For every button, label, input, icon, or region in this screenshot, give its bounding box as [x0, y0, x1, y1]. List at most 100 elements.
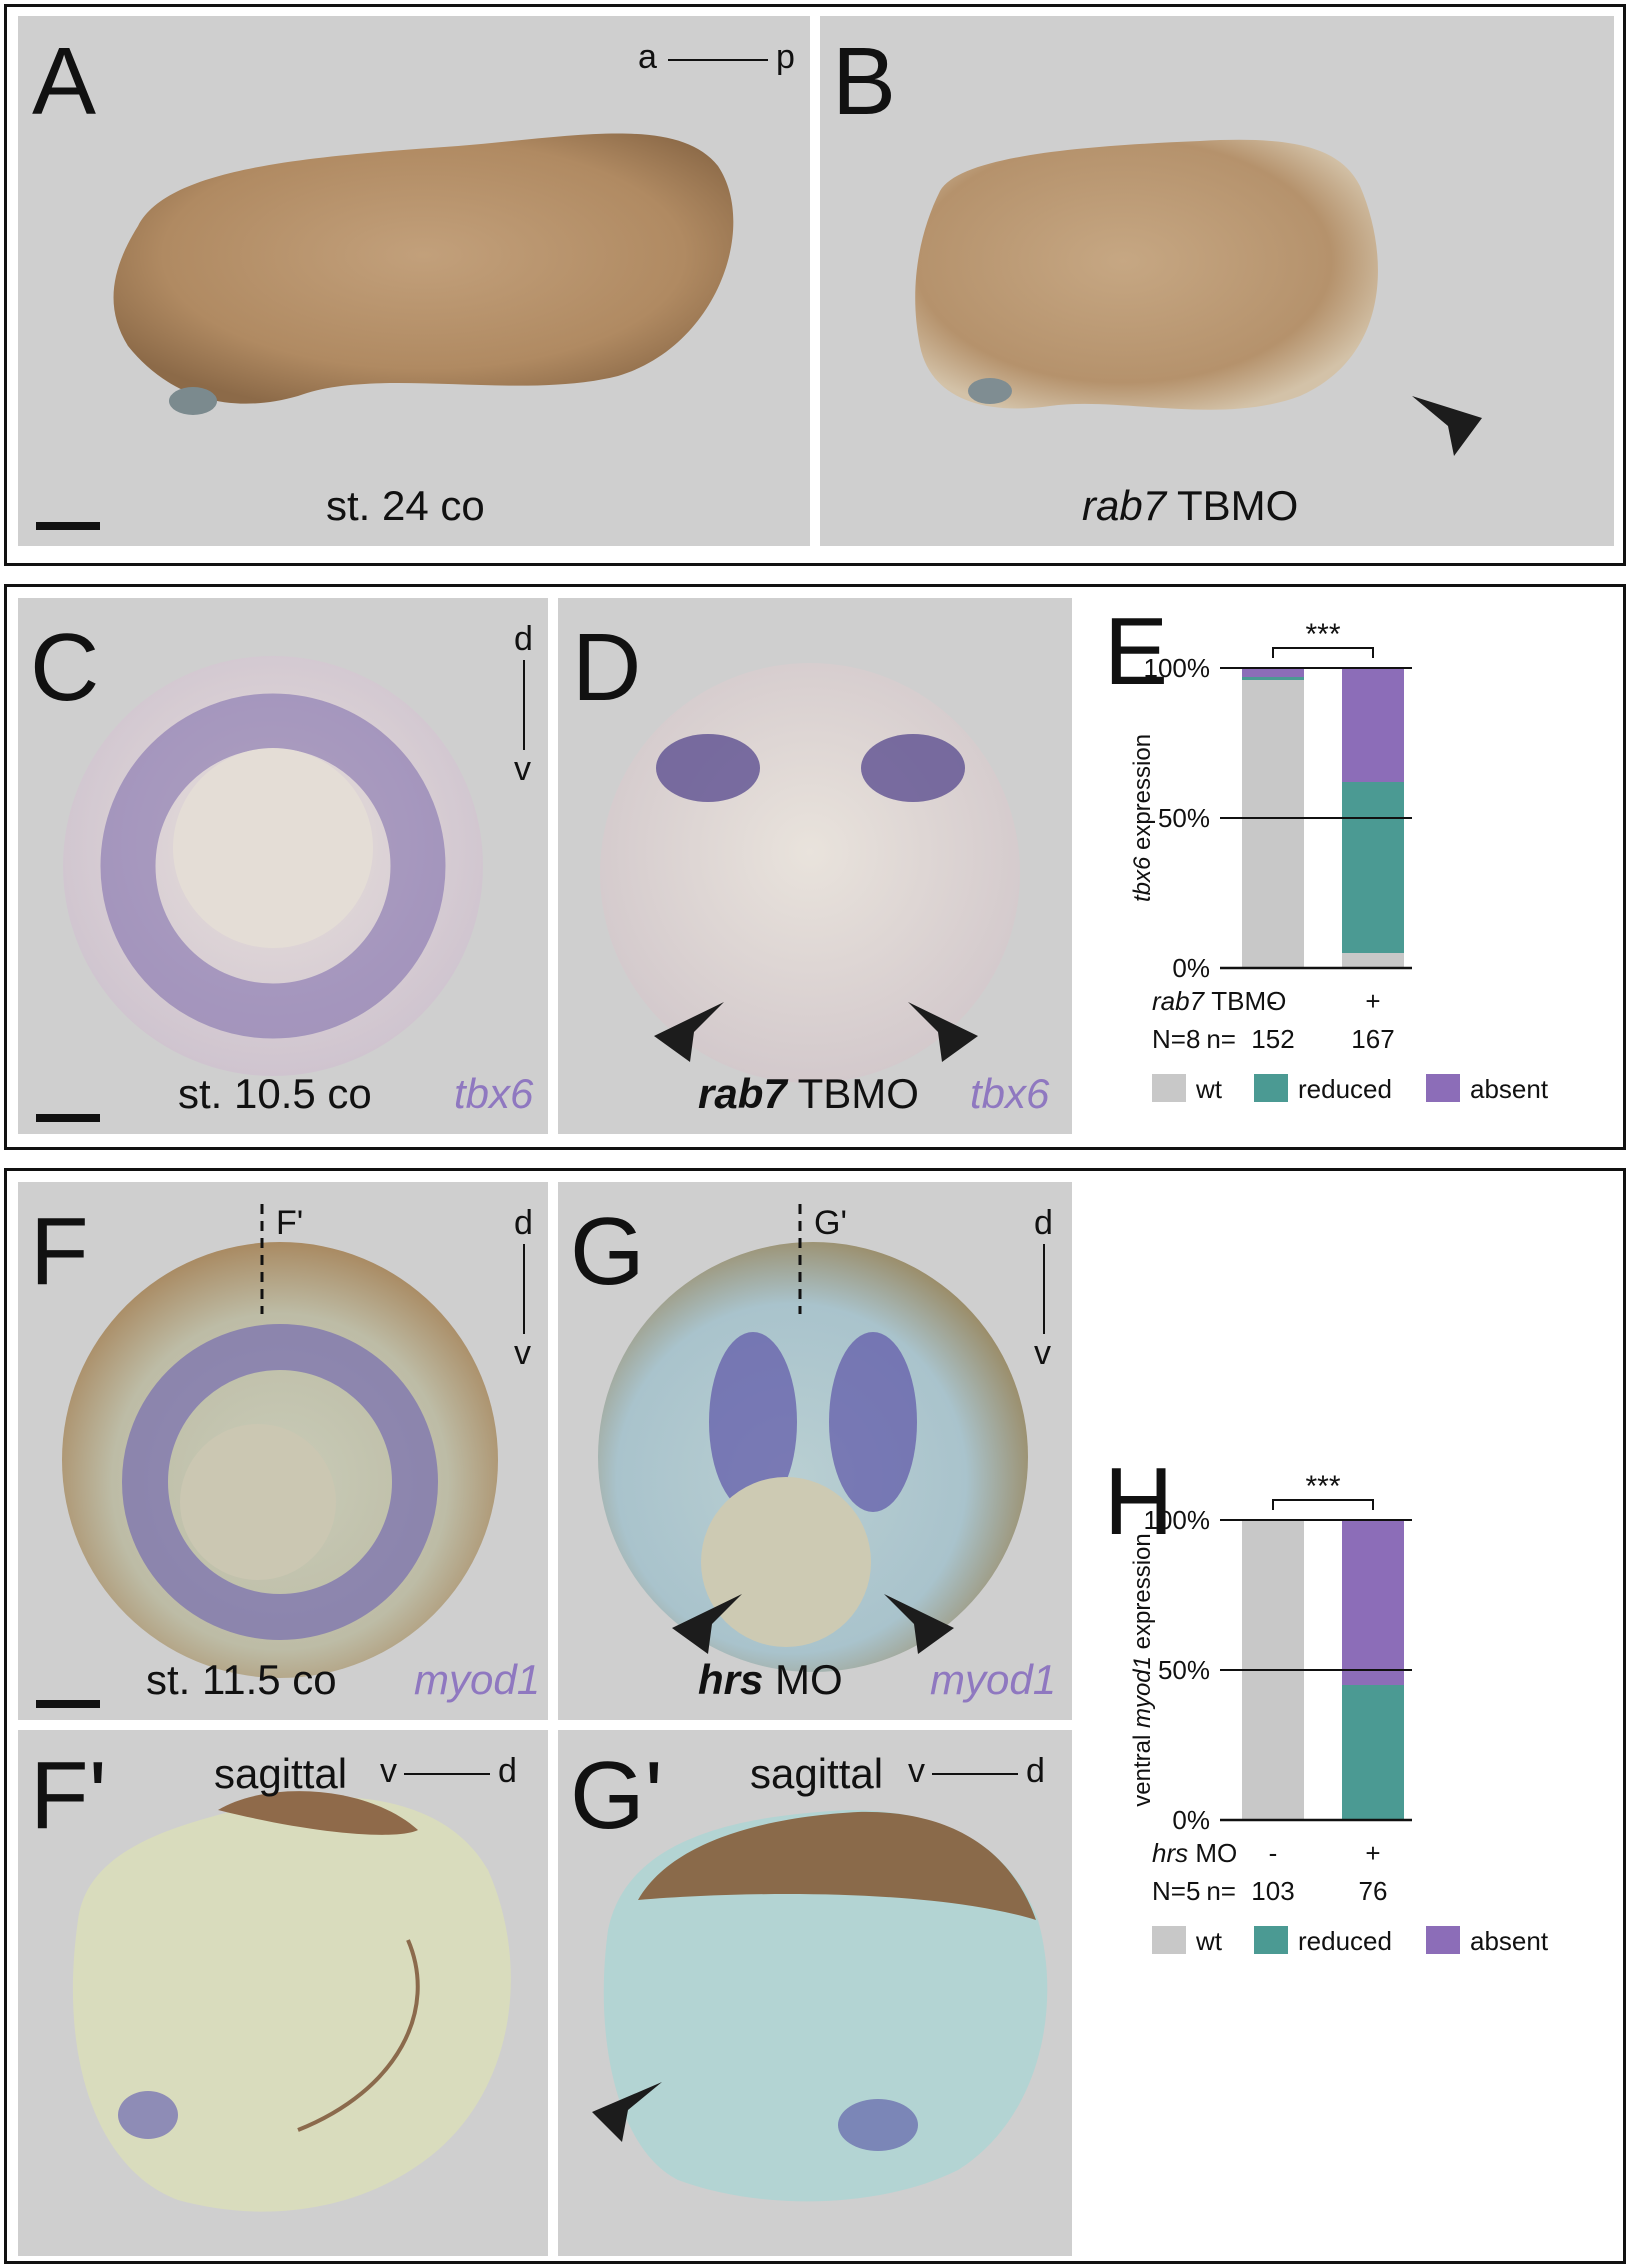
- n-embryos-label: N=8: [1152, 1024, 1200, 1054]
- category-label: +: [1365, 1838, 1380, 1868]
- bar-segment-reduced: [1342, 1685, 1404, 1820]
- arrowhead-g-left: [672, 1594, 742, 1654]
- panel-f-prime: F' sagittal v d: [18, 1730, 548, 2256]
- panel-c-caption: st. 10.5 co: [178, 1070, 372, 1117]
- axis-d-label: d: [1026, 1752, 1045, 1790]
- axis-v-label: v: [514, 1334, 531, 1372]
- axis-d-label: d: [498, 1752, 517, 1790]
- arrowhead-g-right: [884, 1594, 954, 1654]
- scale-bar: [36, 1114, 100, 1122]
- panel-a-caption: st. 24 co: [326, 482, 485, 529]
- condition-label: rab7 TBMO: [1152, 986, 1286, 1016]
- category-label: +: [1365, 986, 1380, 1016]
- legend-label-absent: absent: [1470, 1926, 1549, 1956]
- legend-swatch-reduced: [1254, 1074, 1288, 1102]
- panel-d-caption: rab7 TBMO: [698, 1070, 919, 1118]
- panel-d: D rab7 TBMO tbx6: [558, 598, 1072, 1134]
- axis-dv-line: [523, 1244, 525, 1334]
- scale-bar: [36, 522, 100, 530]
- y-tick-label: 50%: [1158, 1655, 1210, 1685]
- axis-d-label: d: [514, 1204, 533, 1242]
- axis-dv-line: [523, 660, 525, 750]
- legend-label-wt: wt: [1195, 1926, 1223, 1956]
- chart-e: 0% 50% 100% *** tbx6 expression rab7 TBMO- + N=…: [1129, 618, 1549, 1104]
- panel-g: G' G d v hrs MO myod1: [558, 1182, 1072, 1720]
- n-embryos-label: N=5: [1152, 1876, 1200, 1906]
- axis-d-label: d: [1034, 1204, 1053, 1242]
- chart-h: 0% 50% 100% *** ventral myod1 expression hrs …: [1129, 1470, 1549, 1956]
- n-prefix-label: n=: [1206, 1024, 1236, 1054]
- panel-a-label: A: [32, 28, 97, 135]
- section-line-f: [260, 1204, 264, 1314]
- significance-bracket: [1272, 647, 1374, 658]
- section-line-g: [798, 1204, 802, 1314]
- n-value-label: 103: [1251, 1876, 1294, 1906]
- significance-stars: ***: [1305, 618, 1340, 651]
- panel-gp-label: G': [570, 1742, 663, 1849]
- n-value-label: 152: [1251, 1024, 1294, 1054]
- embryo-d-image: [600, 663, 1020, 1083]
- legend-label-reduced: reduced: [1298, 1074, 1392, 1104]
- gene-tbx6: tbx6: [454, 1070, 534, 1117]
- category-label: -: [1269, 1838, 1278, 1868]
- panel-gp-caption: sagittal: [750, 1750, 884, 1797]
- axis-ap-line: [668, 59, 768, 61]
- legend-swatch-wt: [1152, 1926, 1186, 1954]
- significance-bracket: [1272, 1499, 1374, 1510]
- panel-e-label: E: [1104, 598, 1169, 705]
- panel-b-label: B: [832, 28, 897, 135]
- section-label-f: F': [276, 1204, 304, 1242]
- panel-f-caption: st. 11.5 co: [146, 1656, 337, 1703]
- panel-a: A a p st. 24 co: [18, 16, 810, 546]
- arrowhead-gp: [592, 2082, 662, 2142]
- scale-bar: [36, 1700, 100, 1708]
- y-axis-label: ventral myod1 expression: [1129, 1533, 1156, 1806]
- panel-h-label: H: [1104, 1448, 1174, 1555]
- y-tick-label: 100%: [1144, 653, 1211, 683]
- gene-rab7: rab7: [698, 1070, 787, 1117]
- significance-stars: ***: [1305, 1470, 1340, 1503]
- embryo-gp-image: [603, 1810, 1048, 2202]
- arrowhead-b: [1412, 396, 1482, 456]
- bar-segment-wt: [1342, 953, 1404, 968]
- axis-d-label: d: [514, 620, 533, 658]
- axis-a-label: a: [638, 38, 657, 76]
- panel-f-label: F: [30, 1198, 89, 1305]
- n-value-label: 76: [1359, 1876, 1388, 1906]
- panel-g-caption: hrs MO: [698, 1656, 843, 1704]
- axis-v-label: v: [514, 750, 531, 788]
- arrowhead-d-right: [908, 1002, 978, 1062]
- legend-label-wt: wt: [1195, 1074, 1223, 1104]
- gene-myod1: myod1: [930, 1656, 1057, 1703]
- axis-v-label: v: [1034, 1334, 1051, 1372]
- legend-swatch-absent: [1426, 1926, 1460, 1954]
- axis-p-label: p: [776, 38, 795, 76]
- section-label-g: G': [814, 1204, 847, 1242]
- embryo-g-image: [598, 1242, 1028, 1672]
- condition-label: hrs MO: [1152, 1838, 1237, 1868]
- treatment-mo: MO: [775, 1656, 843, 1703]
- bar-segment-wt: [1242, 680, 1304, 968]
- n-value-label: 167: [1351, 1024, 1394, 1054]
- panel-c-label: C: [30, 614, 100, 721]
- axis-vd-line: [404, 1773, 490, 1775]
- legend-swatch-reduced: [1254, 1926, 1288, 1954]
- n-prefix-label: n=: [1206, 1876, 1236, 1906]
- embryo-b-image: [915, 139, 1378, 410]
- y-tick-label: 0%: [1172, 953, 1210, 983]
- bar-segment-reduced: [1242, 677, 1304, 680]
- gene-myod1: myod1: [414, 1656, 541, 1703]
- bar-segment-absent: [1342, 668, 1404, 782]
- y-tick-label: 0%: [1172, 1805, 1210, 1835]
- axis-v-label: v: [380, 1752, 397, 1790]
- treatment-tbmo: TBMO: [797, 1070, 919, 1117]
- legend-swatch-absent: [1426, 1074, 1460, 1102]
- embryo-f-image: [62, 1242, 498, 1678]
- y-axis-label: tbx6 expression: [1129, 734, 1156, 902]
- panel-g-prime: G' sagittal v d: [558, 1730, 1072, 2256]
- arrowhead-d-left: [654, 1002, 724, 1062]
- legend-label-reduced: reduced: [1298, 1926, 1392, 1956]
- panel-fp-label: F': [30, 1742, 107, 1849]
- panel-f: F' F d v st. 11.5 co myod1: [18, 1182, 548, 1720]
- gene-rab7: rab7: [1082, 482, 1167, 529]
